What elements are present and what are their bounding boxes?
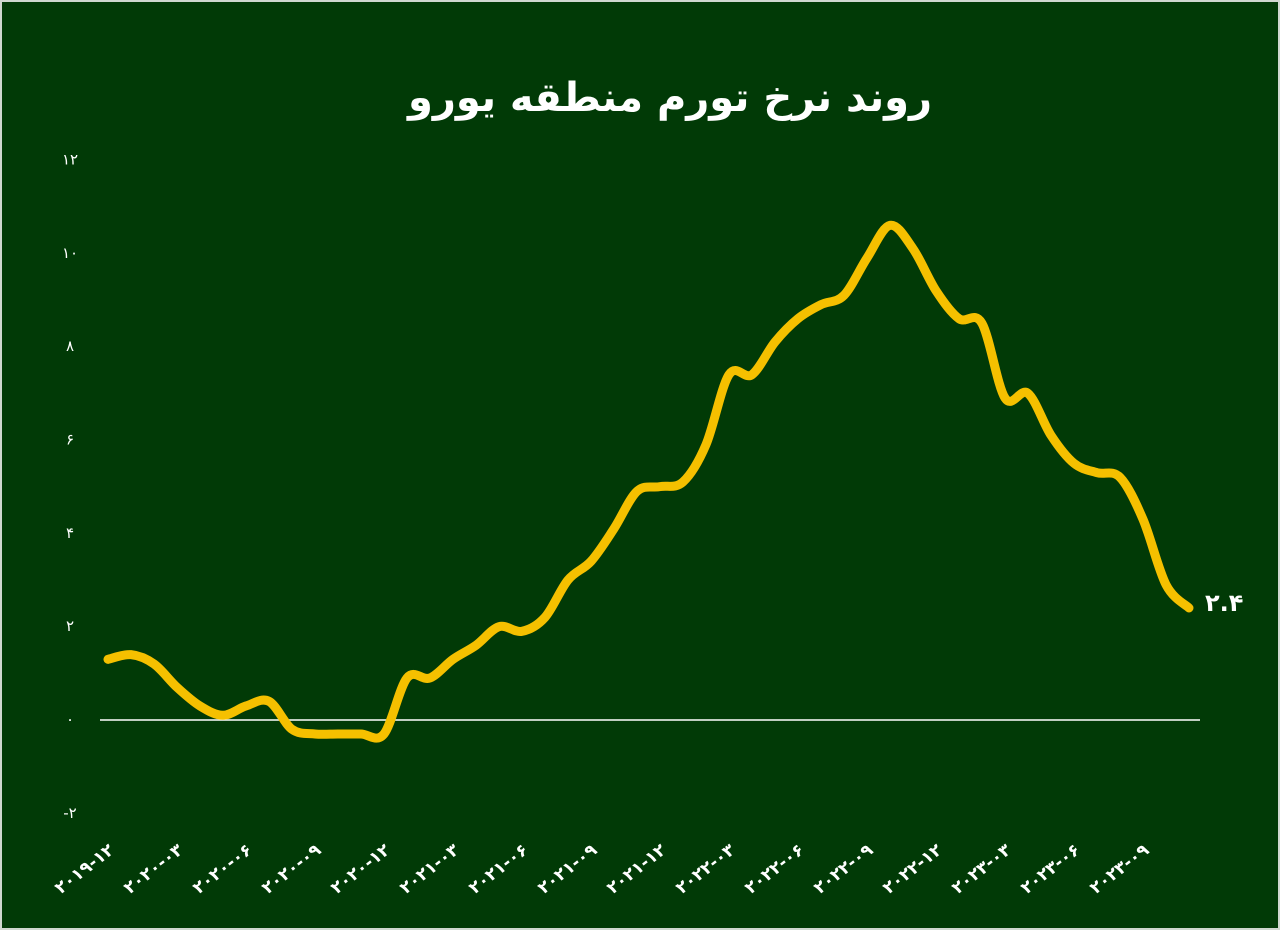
y-tick-label: ۱۲: [62, 151, 78, 169]
y-tick-label: ۰: [66, 710, 74, 728]
y-tick-label: -۲: [63, 804, 76, 822]
y-tick-label: ۸: [66, 337, 74, 355]
chart-title: روند نرخ تورم منطقه یورو: [406, 75, 932, 121]
y-tick-label: ۱۰: [62, 244, 78, 262]
y-tick-label: ۲: [66, 617, 74, 635]
line: [103, 220, 1194, 743]
value-label: ۲.۴: [1205, 589, 1243, 617]
y-tick-label: ۴: [66, 524, 74, 542]
y-tick-label: ۶: [66, 430, 74, 448]
